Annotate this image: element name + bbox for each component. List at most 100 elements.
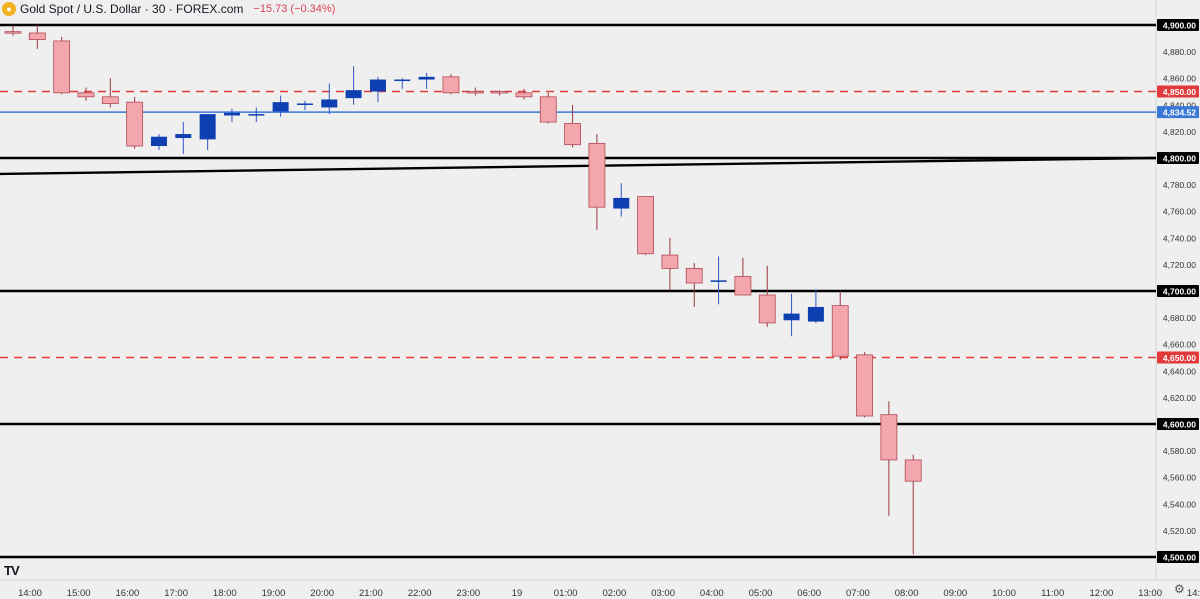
x-tick-label: 23:00 [456,588,480,599]
x-tick-label: 22:00 [408,588,432,599]
candle [783,313,800,321]
x-tick-label: 06:00 [797,588,821,599]
candle [53,40,71,94]
level-tag-label: 4,900.00 [1163,20,1196,30]
candle [491,91,509,94]
symbol-title[interactable]: Gold Spot / U.S. Dollar · 30 · FOREX.com [20,2,244,16]
x-tick-label: 18:00 [213,588,237,599]
y-tick-label: 4,680.00 [1163,313,1196,323]
y-tick-label: 4,760.00 [1163,207,1196,217]
level-tag-label: 4,600.00 [1163,419,1196,429]
level-tag-bg [1157,85,1199,98]
y-tick-label: 4,820.00 [1163,127,1196,137]
x-tick-label: 13:00 [1138,588,1162,599]
y-tick-label: 4,720.00 [1163,260,1196,270]
candle [248,114,265,116]
candle [101,96,119,104]
y-tick-label: 4,860.00 [1163,74,1196,84]
y-tick-label: 4,780.00 [1163,180,1196,190]
candle [175,134,192,139]
x-tick-label: 15:00 [67,588,91,599]
x-tick-label: 05:00 [749,588,773,599]
x-tick-label: 04:00 [700,588,724,599]
chart-header: ● Gold Spot / U.S. Dollar · 30 · FOREX.c… [0,0,335,18]
x-tick-label: 14:00 [18,588,42,599]
x-tick-label: 17:00 [164,588,188,599]
candle [126,101,144,147]
candle [369,79,386,92]
candle [539,96,557,123]
x-tick-label: 19 [512,588,523,599]
x-tick-label: 16:00 [116,588,140,599]
level-tag-bg [1157,152,1199,164]
candle [856,354,873,417]
level-tag-label: 4,800.00 [1163,153,1196,163]
y-tick-label: 4,660.00 [1163,340,1196,350]
candle [199,114,216,140]
candle [345,90,362,99]
level-tag-label: 4,700.00 [1163,286,1196,296]
candle [758,294,776,324]
candle [223,112,240,116]
gold-coin-icon: ● [2,2,16,16]
candle [150,136,167,147]
level-tag-bg [1157,551,1199,563]
level-tag-label: 4,850.00 [1163,87,1196,97]
x-tick-label: 07:00 [846,588,870,599]
x-tick-label: 21:00 [359,588,383,599]
x-tick-label: 20:00 [310,588,334,599]
candle [394,79,411,82]
candle [637,196,654,255]
x-tick-label: 01:00 [554,588,578,599]
candle [685,267,703,284]
y-tick-label: 4,620.00 [1163,393,1196,403]
price-change: −15.73 (−0.34%) [253,3,336,15]
gear-icon[interactable]: ⚙ [1174,582,1185,596]
candle [515,92,533,98]
level-tag-label: 4,650.00 [1163,353,1196,363]
level-tag-bg [1157,285,1199,297]
y-tick-label: 4,840.00 [1163,100,1196,110]
candle [77,92,95,98]
y-tick-label: 4,740.00 [1163,233,1196,243]
level-tag-bg [1157,19,1199,31]
y-tick-label: 4,580.00 [1163,446,1196,456]
x-tick-label: 14:00 [1187,588,1200,599]
y-tick-label: 4,520.00 [1163,526,1196,536]
candle [831,305,849,357]
candle [442,76,460,94]
level-tag-label: 4,500.00 [1163,552,1196,562]
candle [28,32,46,41]
x-tick-label: 08:00 [895,588,919,599]
candle [588,142,606,208]
tradingview-logo-icon[interactable]: TV [4,563,20,578]
y-tick-label: 4,640.00 [1163,366,1196,376]
x-tick-label: 19:00 [262,588,286,599]
candle [613,197,630,209]
level-tag-label: 4,834.52 [1163,107,1196,117]
candle [661,254,679,269]
candle [564,123,581,146]
candle [710,280,727,282]
y-tick-label: 4,540.00 [1163,499,1196,509]
x-tick-label: 02:00 [603,588,627,599]
level-tag-bg [1157,106,1199,119]
trendline [0,156,1157,176]
y-tick-label: 4,880.00 [1163,47,1196,57]
candle [734,275,752,296]
candle [904,459,922,482]
candle [321,99,338,108]
candle [466,91,484,94]
candle [4,31,22,34]
candle [418,76,435,80]
x-tick-label: 03:00 [651,588,675,599]
candle [807,306,824,322]
y-tick-label: 4,560.00 [1163,473,1196,483]
x-tick-label: 12:00 [1090,588,1114,599]
candle [880,414,898,461]
x-tick-label: 09:00 [943,588,967,599]
level-tag-bg [1157,418,1199,430]
x-tick-label: 11:00 [1041,588,1064,599]
candle [272,102,289,112]
